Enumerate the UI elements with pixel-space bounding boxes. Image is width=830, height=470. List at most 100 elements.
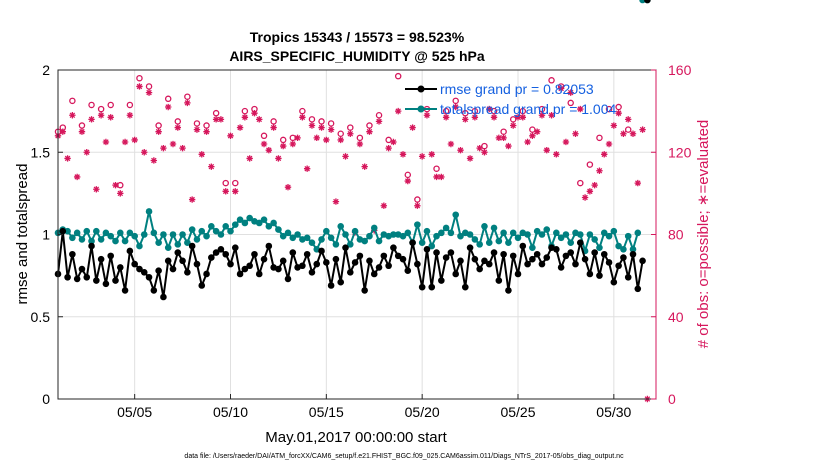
totalspread-point <box>414 221 421 228</box>
rmse-point <box>495 277 503 284</box>
obs-evaluated-marker <box>203 128 210 135</box>
obs-possible-marker <box>519 107 527 115</box>
obs-evaluated-marker <box>241 114 249 121</box>
obs-evaluated-marker <box>557 85 565 92</box>
totalspread-point <box>112 237 119 245</box>
x-tick-label: 05/25 <box>500 404 535 420</box>
chart-subtitle: AIRS_SPECIFIC_HUMIDITY @ 525 hPa <box>229 48 485 64</box>
rmse-point <box>116 264 124 271</box>
rmse-point <box>572 260 579 268</box>
totalspread-point <box>557 234 565 242</box>
rmse-point <box>64 273 71 281</box>
rmse-point <box>231 244 239 251</box>
totalspread-point <box>64 227 71 235</box>
rmse-point <box>169 265 177 273</box>
rmse-point <box>438 277 445 284</box>
obs-evaluated-marker <box>543 146 550 154</box>
obs-evaluated-marker <box>217 116 225 123</box>
rmse-point <box>490 249 498 256</box>
totalspread-point <box>327 234 335 242</box>
totalspread-point <box>476 241 483 248</box>
totalspread-point <box>442 224 450 232</box>
obs-possible-marker <box>605 105 613 113</box>
totalspread-point <box>227 227 234 235</box>
obs-possible-marker <box>97 105 105 113</box>
rmse-point <box>514 270 522 278</box>
rmse-point <box>505 287 512 294</box>
obs-evaluated-marker <box>639 126 646 133</box>
obs-evaluated-marker <box>222 188 229 195</box>
totalspread-point <box>303 234 311 242</box>
y-tick-label: 0.5 <box>31 309 51 325</box>
obs-evaluated-marker <box>399 151 407 158</box>
rmse-point <box>88 242 95 250</box>
obs-possible-marker <box>452 97 459 105</box>
totalspread-point <box>457 232 464 240</box>
rmse-point <box>567 249 575 256</box>
obs-evaluated-marker <box>466 155 474 162</box>
obs-evaluated-marker <box>375 118 383 125</box>
y-tick-label-right: 80 <box>668 227 684 243</box>
y-tick-label-right: 0 <box>668 391 676 407</box>
totalspread-point <box>586 231 594 238</box>
obs-evaluated-marker <box>514 114 522 121</box>
rmse-point <box>160 293 167 301</box>
obs-evaluated-marker <box>629 130 637 137</box>
obs-evaluated-marker <box>155 128 162 135</box>
rmse-point <box>308 269 316 276</box>
obs-evaluated-marker <box>361 163 368 170</box>
totalspread-point <box>69 234 76 242</box>
obs-evaluated-marker <box>145 89 153 96</box>
totalspread-point <box>255 219 263 227</box>
obs-evaluated-marker <box>447 140 455 148</box>
totalspread-point <box>241 219 249 227</box>
y-tick-label: 2 <box>42 62 50 78</box>
x-tick-label: 05/15 <box>309 404 344 420</box>
obs-evaluated-marker <box>510 122 517 129</box>
obs-evaluated-marker <box>634 179 641 187</box>
obs-evaluated-marker <box>136 83 143 90</box>
rmse-point <box>423 246 431 253</box>
rmse-point <box>461 283 469 291</box>
totalspread-point <box>370 224 378 232</box>
rmse-point <box>198 282 206 289</box>
obs-evaluated-marker <box>251 109 258 117</box>
rmse-point <box>107 252 115 260</box>
obs-evaluated-marker <box>93 186 100 193</box>
rmse-point <box>299 262 306 270</box>
obs-evaluated-marker <box>452 103 459 111</box>
totalspread-point <box>73 229 81 237</box>
obs-evaluated-marker <box>442 114 450 121</box>
totalspread-point <box>93 227 100 235</box>
obs-possible-marker <box>615 103 622 111</box>
obs-possible-marker <box>471 107 479 115</box>
totalspread-point <box>375 237 383 245</box>
rmse-point <box>327 282 335 289</box>
obs-evaluated-marker <box>586 188 594 195</box>
obs-possible-marker <box>586 161 594 168</box>
x-tick-label: 05/30 <box>596 404 631 420</box>
obs-possible-marker <box>212 109 220 117</box>
rmse-point <box>346 269 354 276</box>
totalspread-point <box>366 232 373 240</box>
obs-possible-marker <box>567 99 574 107</box>
totalspread-point <box>438 229 445 237</box>
totalspread-point <box>169 231 177 238</box>
obs-possible-marker <box>548 77 555 84</box>
y-tick-label-right: 160 <box>668 62 692 78</box>
obs-evaluated-marker <box>366 128 373 135</box>
x-ticks: 05/05 05/10 05/15 05/20 05/25 05/30 <box>117 394 632 420</box>
totalspread-point <box>102 229 110 237</box>
totalspread-point <box>529 244 536 251</box>
totalspread-point <box>275 226 282 233</box>
totalspread-point <box>390 231 397 238</box>
obs-possible-marker <box>136 74 143 82</box>
totalspread-point <box>179 231 186 238</box>
obs-possible-marker <box>404 171 412 179</box>
rmse-point <box>385 262 392 270</box>
totalspread-point <box>514 234 522 242</box>
obs-possible-marker <box>164 95 172 103</box>
obs-possible-marker <box>414 196 421 203</box>
obs-evaluated-marker <box>380 202 388 209</box>
obs-evaluated-marker <box>193 126 201 133</box>
